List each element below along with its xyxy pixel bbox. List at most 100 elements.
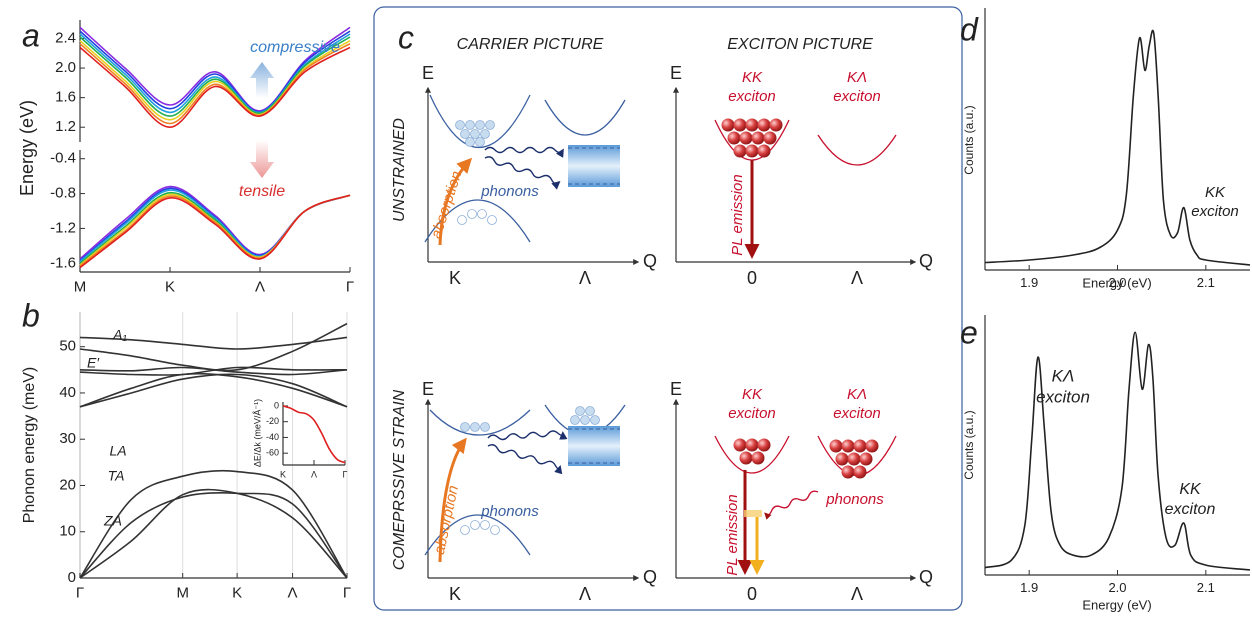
y-tick-label: -0.4 xyxy=(50,150,76,167)
tick-label: 0 xyxy=(747,268,757,288)
hole xyxy=(461,526,470,535)
annotation: TA xyxy=(108,468,125,484)
carrier xyxy=(591,416,600,425)
x-tick-label: K xyxy=(280,469,286,479)
tensile-arrow xyxy=(250,140,274,178)
y-axis-label: Phonon energy (meV) xyxy=(21,367,38,524)
tick-label: K xyxy=(449,268,461,288)
exciton xyxy=(854,466,867,479)
exciton xyxy=(752,452,765,465)
x-axis-label: Energy (eV) xyxy=(1082,597,1151,612)
label: PL emission xyxy=(729,174,746,255)
band xyxy=(545,100,625,135)
exciton xyxy=(842,440,855,453)
compressive-arrow xyxy=(250,62,274,98)
y-tick-label: -20 xyxy=(266,416,279,426)
carrier xyxy=(481,423,490,432)
hole xyxy=(481,521,490,530)
exciton xyxy=(734,145,747,158)
carrier xyxy=(461,423,470,432)
phonon-arrow xyxy=(487,444,560,469)
x-tick-label: 2.1 xyxy=(1197,580,1215,595)
axis-label: E xyxy=(670,63,682,83)
exciton xyxy=(746,439,759,452)
tick-label: Λ xyxy=(579,584,591,604)
annotation: exciton xyxy=(1191,203,1239,220)
line xyxy=(80,374,347,406)
phonon-arrow xyxy=(484,156,560,185)
panel-label: a xyxy=(22,17,40,53)
label: exciton xyxy=(833,88,881,105)
carrier xyxy=(576,407,585,416)
line xyxy=(80,493,347,578)
axis-label: Q xyxy=(919,251,933,271)
y-tick-label: 0 xyxy=(68,569,76,586)
exciton xyxy=(848,453,861,466)
y-tick-label: 1.6 xyxy=(55,89,76,106)
phonon-states xyxy=(568,145,620,187)
carrier xyxy=(471,130,480,139)
y-tick-label: -40 xyxy=(266,432,279,442)
label: exciton xyxy=(728,405,776,422)
x-tick-label: Γ xyxy=(343,469,348,479)
annotation: exciton xyxy=(1036,387,1090,406)
tick-label: Λ xyxy=(579,268,591,288)
carrier xyxy=(471,423,480,432)
label: KK xyxy=(742,386,763,403)
y-tick-label: 40 xyxy=(59,384,76,401)
hole xyxy=(488,216,497,225)
exciton xyxy=(770,119,783,132)
exciton xyxy=(830,440,843,453)
line xyxy=(80,374,347,407)
label: PL emission xyxy=(724,494,741,575)
tick-label: K xyxy=(449,584,461,604)
annotation: exciton xyxy=(1165,501,1216,518)
label: KΛ xyxy=(847,69,867,86)
phonon-arrow xyxy=(485,148,563,153)
carrier xyxy=(486,121,495,130)
annotation: A₁ xyxy=(112,327,127,343)
panel-label: d xyxy=(960,11,979,47)
carrier xyxy=(586,407,595,416)
row-title: UNSTRAINED xyxy=(391,118,408,222)
y-tick-label: 20 xyxy=(59,476,76,493)
line xyxy=(985,332,1250,570)
carrier xyxy=(466,121,475,130)
label: KΛ xyxy=(847,386,867,403)
x-tick-label: Γ xyxy=(343,584,351,601)
x-axis-label: Energy (eV) xyxy=(1082,275,1151,290)
y-axis-label: Energy (eV) xyxy=(17,100,37,196)
panel-label: c xyxy=(398,19,414,55)
exciton xyxy=(722,119,735,132)
axis-label: Q xyxy=(643,251,657,271)
line xyxy=(985,30,1250,265)
x-tick-label: 2.1 xyxy=(1197,275,1215,290)
exciton xyxy=(740,452,753,465)
hole xyxy=(458,216,467,225)
y-tick-label: 1.2 xyxy=(55,118,76,135)
exciton xyxy=(734,439,747,452)
x-tick-label: Γ xyxy=(76,584,84,601)
y-axis-label: ΔE/Δk (meV/Å⁻¹) xyxy=(252,399,262,467)
phonon-states xyxy=(568,426,620,466)
carrier xyxy=(466,138,475,147)
y-axis-label: Counts (a.u.) xyxy=(962,410,976,479)
panel-label: b xyxy=(22,297,40,333)
x-tick-label: 1.9 xyxy=(1020,275,1038,290)
exciton xyxy=(758,119,771,132)
exciton xyxy=(836,453,849,466)
axis-label: E xyxy=(422,63,434,83)
label: absorption xyxy=(431,484,462,556)
exciton xyxy=(746,119,759,132)
carrier xyxy=(571,416,580,425)
annotation: KK xyxy=(1205,184,1226,201)
x-tick-label: 2.0 xyxy=(1108,580,1126,595)
y-tick-label: 10 xyxy=(59,523,76,540)
line xyxy=(80,47,350,127)
annotation: LA xyxy=(109,443,126,459)
y-tick-label: 2.0 xyxy=(55,59,76,76)
label: exciton xyxy=(833,405,881,422)
panel-label: e xyxy=(960,314,978,350)
carrier xyxy=(481,130,490,139)
exciton xyxy=(728,132,741,145)
